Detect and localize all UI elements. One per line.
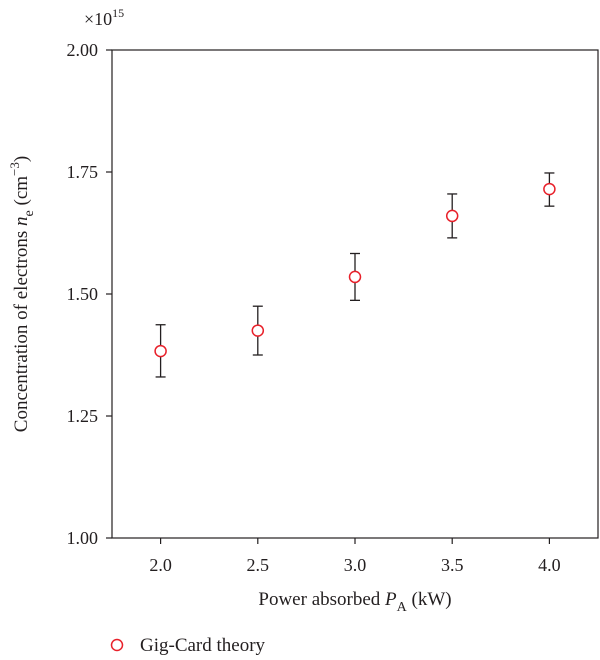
data-points (154, 182, 556, 358)
legend-label: Gig-Card theory (140, 635, 266, 656)
y-tick-label: 1.25 (67, 406, 99, 426)
y-axis: 1.00 1.25 1.50 1.75 2.00 (67, 40, 112, 548)
y-axis-label: Concentration of electrons ne (cm−3) (7, 156, 37, 432)
x-tick-label: 4.0 (538, 555, 561, 575)
data-point (154, 344, 167, 358)
x-tick-label: 3.0 (344, 555, 367, 575)
x-tick-label: 2.5 (247, 555, 270, 575)
y-multiplier: ×1015 (84, 6, 124, 29)
x-axis: 2.0 2.5 3.0 3.5 4.0 (149, 538, 561, 575)
legend-marker (110, 638, 124, 652)
x-tick-label: 2.0 (149, 555, 172, 575)
y-tick-label: 1.00 (67, 528, 99, 548)
y-tick-label: 1.50 (67, 284, 99, 304)
data-point (445, 209, 459, 223)
data-point (348, 270, 362, 284)
legend: Gig-Card theory (110, 635, 266, 656)
data-point (543, 182, 556, 196)
y-tick-label: 2.00 (67, 40, 99, 60)
x-axis-label: Power absorbed PA (kW) (258, 589, 451, 615)
x-tick-label: 3.5 (441, 555, 464, 575)
y-tick-label: 1.75 (67, 162, 99, 182)
data-point (251, 324, 265, 337)
